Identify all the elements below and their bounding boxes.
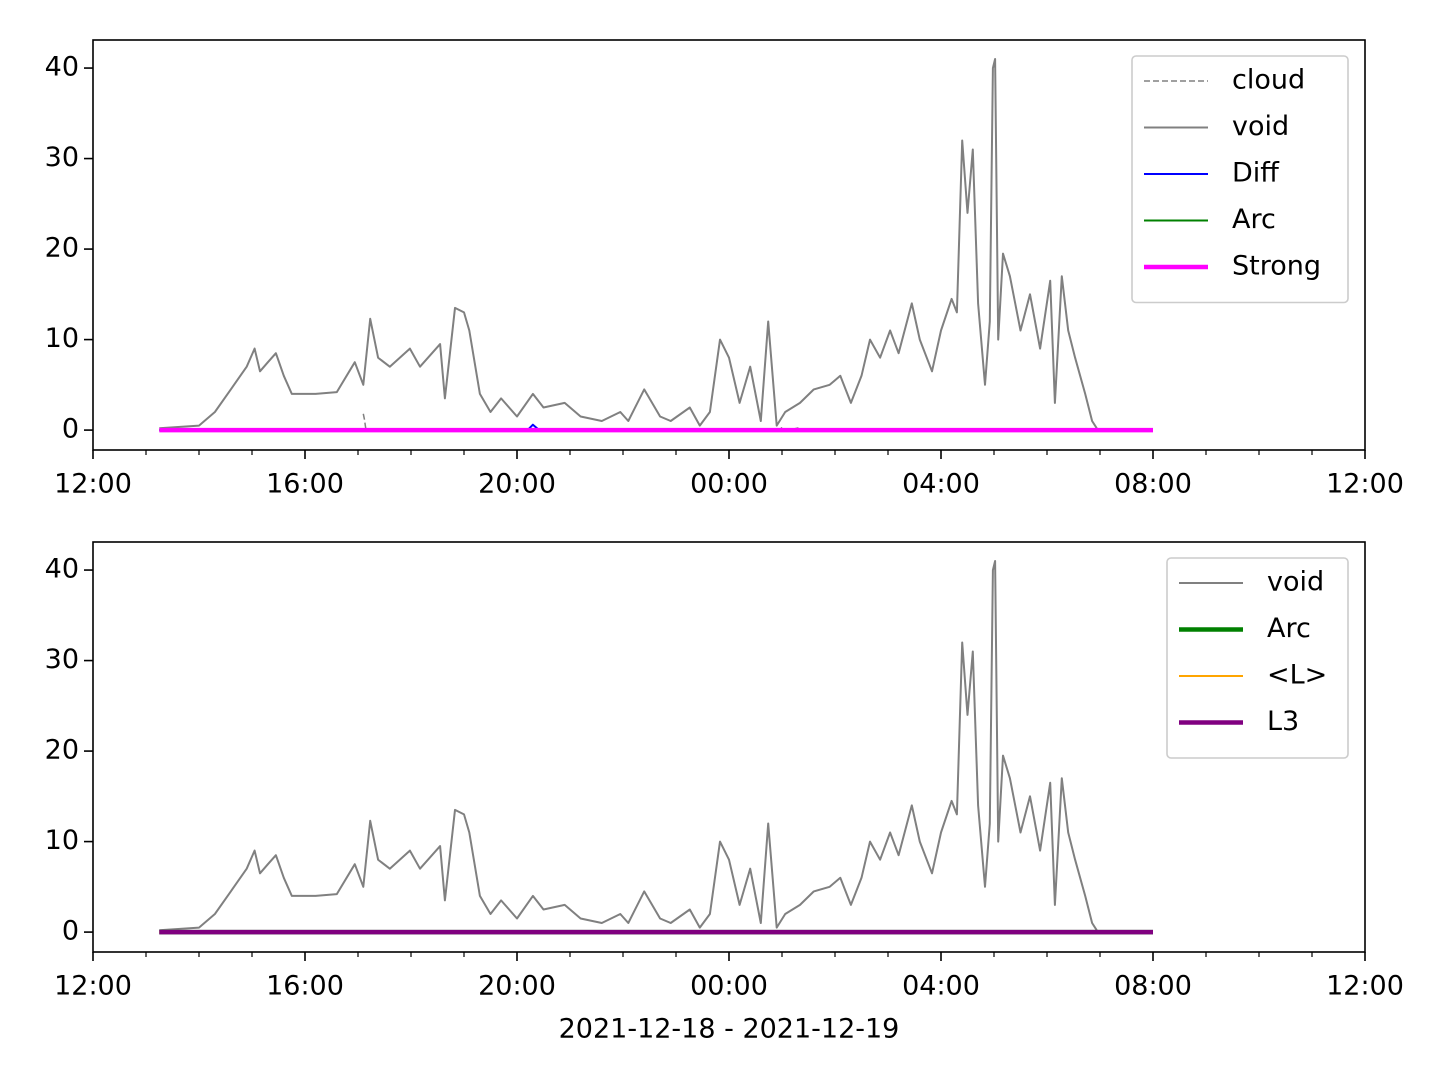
legend-label: <L> [1267, 660, 1327, 691]
legend-label: void [1232, 111, 1289, 142]
x-tick-label: 00:00 [690, 971, 768, 1002]
legend-label: Strong [1232, 251, 1321, 282]
legend-label: Diff [1232, 158, 1280, 189]
legend-box [1166, 557, 1349, 759]
x-tick-label: 04:00 [902, 469, 980, 500]
x-tick-label: 20:00 [478, 971, 556, 1002]
x-tick-label: 16:00 [266, 971, 344, 1002]
x-tick-label: 08:00 [1114, 469, 1192, 500]
y-tick-label: 10 [45, 323, 79, 354]
series-line [159, 560, 1098, 932]
series-line [159, 58, 1098, 430]
y-tick-label: 30 [45, 644, 79, 675]
y-tick-label: 0 [62, 414, 79, 445]
x-tick-label: 12:00 [1326, 469, 1404, 500]
y-tick-label: 20 [45, 233, 79, 264]
y-tick-label: 30 [45, 142, 79, 173]
x-tick-label: 20:00 [478, 469, 556, 500]
y-tick-label: 40 [45, 52, 79, 83]
legend-label: Arc [1267, 613, 1311, 644]
x-tick-label: 12:00 [1326, 971, 1404, 1002]
x-tick-label: 08:00 [1114, 971, 1192, 1002]
legend-label: L3 [1267, 706, 1299, 737]
x-tick-label: 00:00 [690, 469, 768, 500]
x-tick-label: 04:00 [902, 971, 980, 1002]
x-tick-label: 12:00 [54, 469, 132, 500]
legend-label: cloud [1232, 65, 1305, 96]
x-axis-label: 2021-12-18 - 2021-12-19 [559, 1014, 900, 1045]
legend-box [1131, 55, 1349, 304]
y-tick-label: 10 [45, 825, 79, 856]
x-tick-label: 16:00 [266, 469, 344, 500]
y-tick-label: 40 [45, 554, 79, 585]
y-tick-label: 20 [45, 735, 79, 766]
y-tick-label: 0 [62, 916, 79, 947]
legend-label: Arc [1232, 204, 1276, 235]
legend-label: void [1267, 567, 1324, 598]
x-tick-label: 12:00 [54, 971, 132, 1002]
